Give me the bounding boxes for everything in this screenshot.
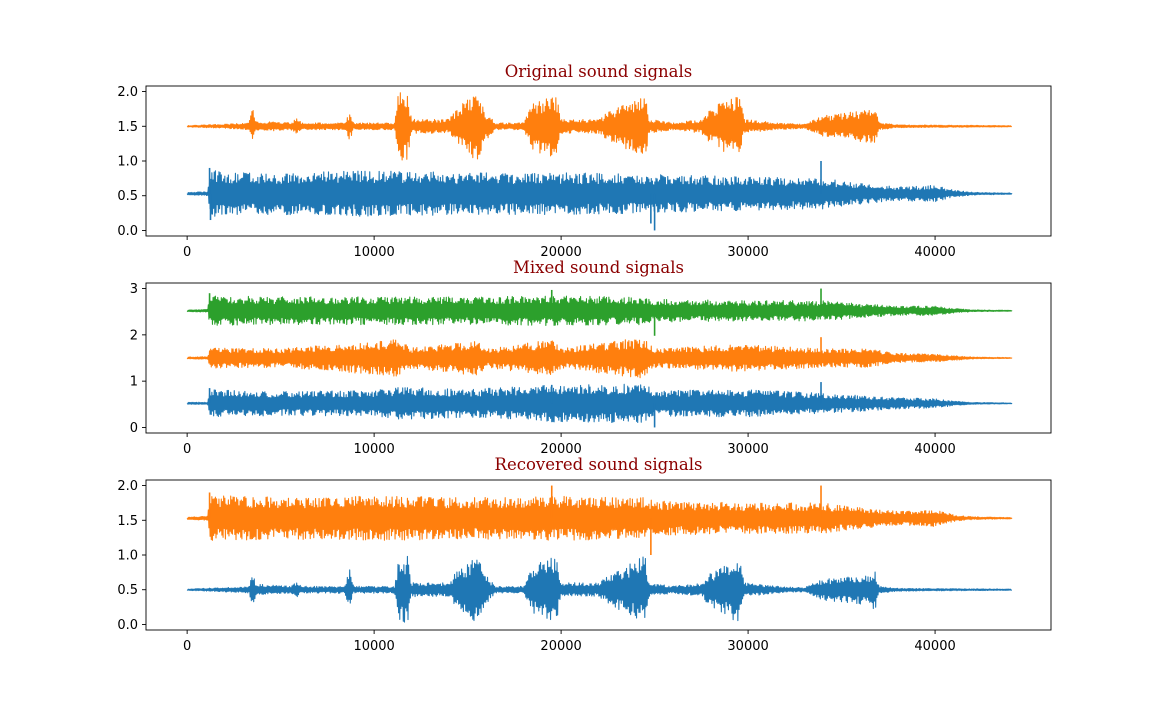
subplot-original: 0 10000 20000 30000 40000 0.0 0.5 1.0 1.5 2.0 Ori… xyxy=(117,62,1052,260)
y-tick-label-original-1: 0.5 xyxy=(117,189,138,204)
y-tick-label-original-2: 1.0 xyxy=(117,155,138,170)
chart-title-mixed: Mixed sound signals xyxy=(513,258,684,277)
series-line-original-1 xyxy=(186,92,1013,161)
x-tick-label-original-3: 30000 xyxy=(727,245,768,260)
y-tick-label-mixed-3: 3 xyxy=(130,282,138,297)
series-line-mixed-1 xyxy=(186,339,1013,379)
series-line-original-0 xyxy=(186,170,1013,217)
y-tick-label-original-0: 0.0 xyxy=(117,224,138,239)
y-tick-label-original-3: 1.5 xyxy=(117,120,138,135)
x-tick-label-mixed-0: 0 xyxy=(183,442,191,457)
chart-title-recovered: Recovered sound signals xyxy=(495,455,703,474)
x-tick-label-original-2: 20000 xyxy=(540,245,581,260)
subplot-mixed: 0 10000 20000 30000 40000 0 1 2 3 Mixed sound si… xyxy=(130,258,1052,457)
x-tick-label-recovered-0: 0 xyxy=(183,639,191,654)
x-tick-label-mixed-4: 40000 xyxy=(914,442,955,457)
x-tick-label-mixed-3: 30000 xyxy=(727,442,768,457)
series-line-mixed-2 xyxy=(186,295,1013,326)
x-tick-label-recovered-2: 20000 xyxy=(540,639,581,654)
plot-area-original: 0 10000 20000 30000 40000 0.0 0.5 1.0 1.5 2.0 xyxy=(117,85,1052,260)
y-tick-label-recovered-4: 2.0 xyxy=(117,479,138,494)
x-tick-label-recovered-1: 10000 xyxy=(353,639,394,654)
x-tick-label-original-0: 0 xyxy=(183,245,191,260)
series-line-recovered-1 xyxy=(186,495,1013,541)
x-tick-label-original-4: 40000 xyxy=(914,245,955,260)
series-line-recovered-0 xyxy=(186,555,1013,623)
x-tick-label-recovered-3: 30000 xyxy=(727,639,768,654)
subplot-recovered: 0 10000 20000 30000 40000 0.0 0.5 1.0 1.5 2.0 Rec… xyxy=(117,455,1052,654)
y-tick-label-recovered-1: 0.5 xyxy=(117,583,138,598)
y-tick-label-mixed-1: 1 xyxy=(130,375,138,390)
y-tick-label-recovered-0: 0.0 xyxy=(117,618,138,633)
y-tick-label-recovered-3: 1.5 xyxy=(117,514,138,529)
plot-area-recovered: 0 10000 20000 30000 40000 0.0 0.5 1.0 1.5 2.0 xyxy=(117,479,1052,654)
x-tick-label-recovered-4: 40000 xyxy=(914,639,955,654)
y-tick-label-mixed-0: 0 xyxy=(130,421,138,436)
y-tick-label-original-4: 2.0 xyxy=(117,85,138,100)
chart-title-original: Original sound signals xyxy=(505,62,693,81)
axes-frame-mixed xyxy=(145,282,1052,434)
x-tick-label-original-1: 10000 xyxy=(353,245,394,260)
series-line-mixed-0 xyxy=(186,383,1013,424)
plot-area-mixed: 0 10000 20000 30000 40000 0 1 2 3 xyxy=(130,282,1052,457)
x-tick-label-mixed-1: 10000 xyxy=(353,442,394,457)
y-tick-label-mixed-2: 2 xyxy=(130,328,138,343)
x-tick-label-mixed-2: 20000 xyxy=(540,442,581,457)
y-tick-label-recovered-2: 1.0 xyxy=(117,549,138,564)
